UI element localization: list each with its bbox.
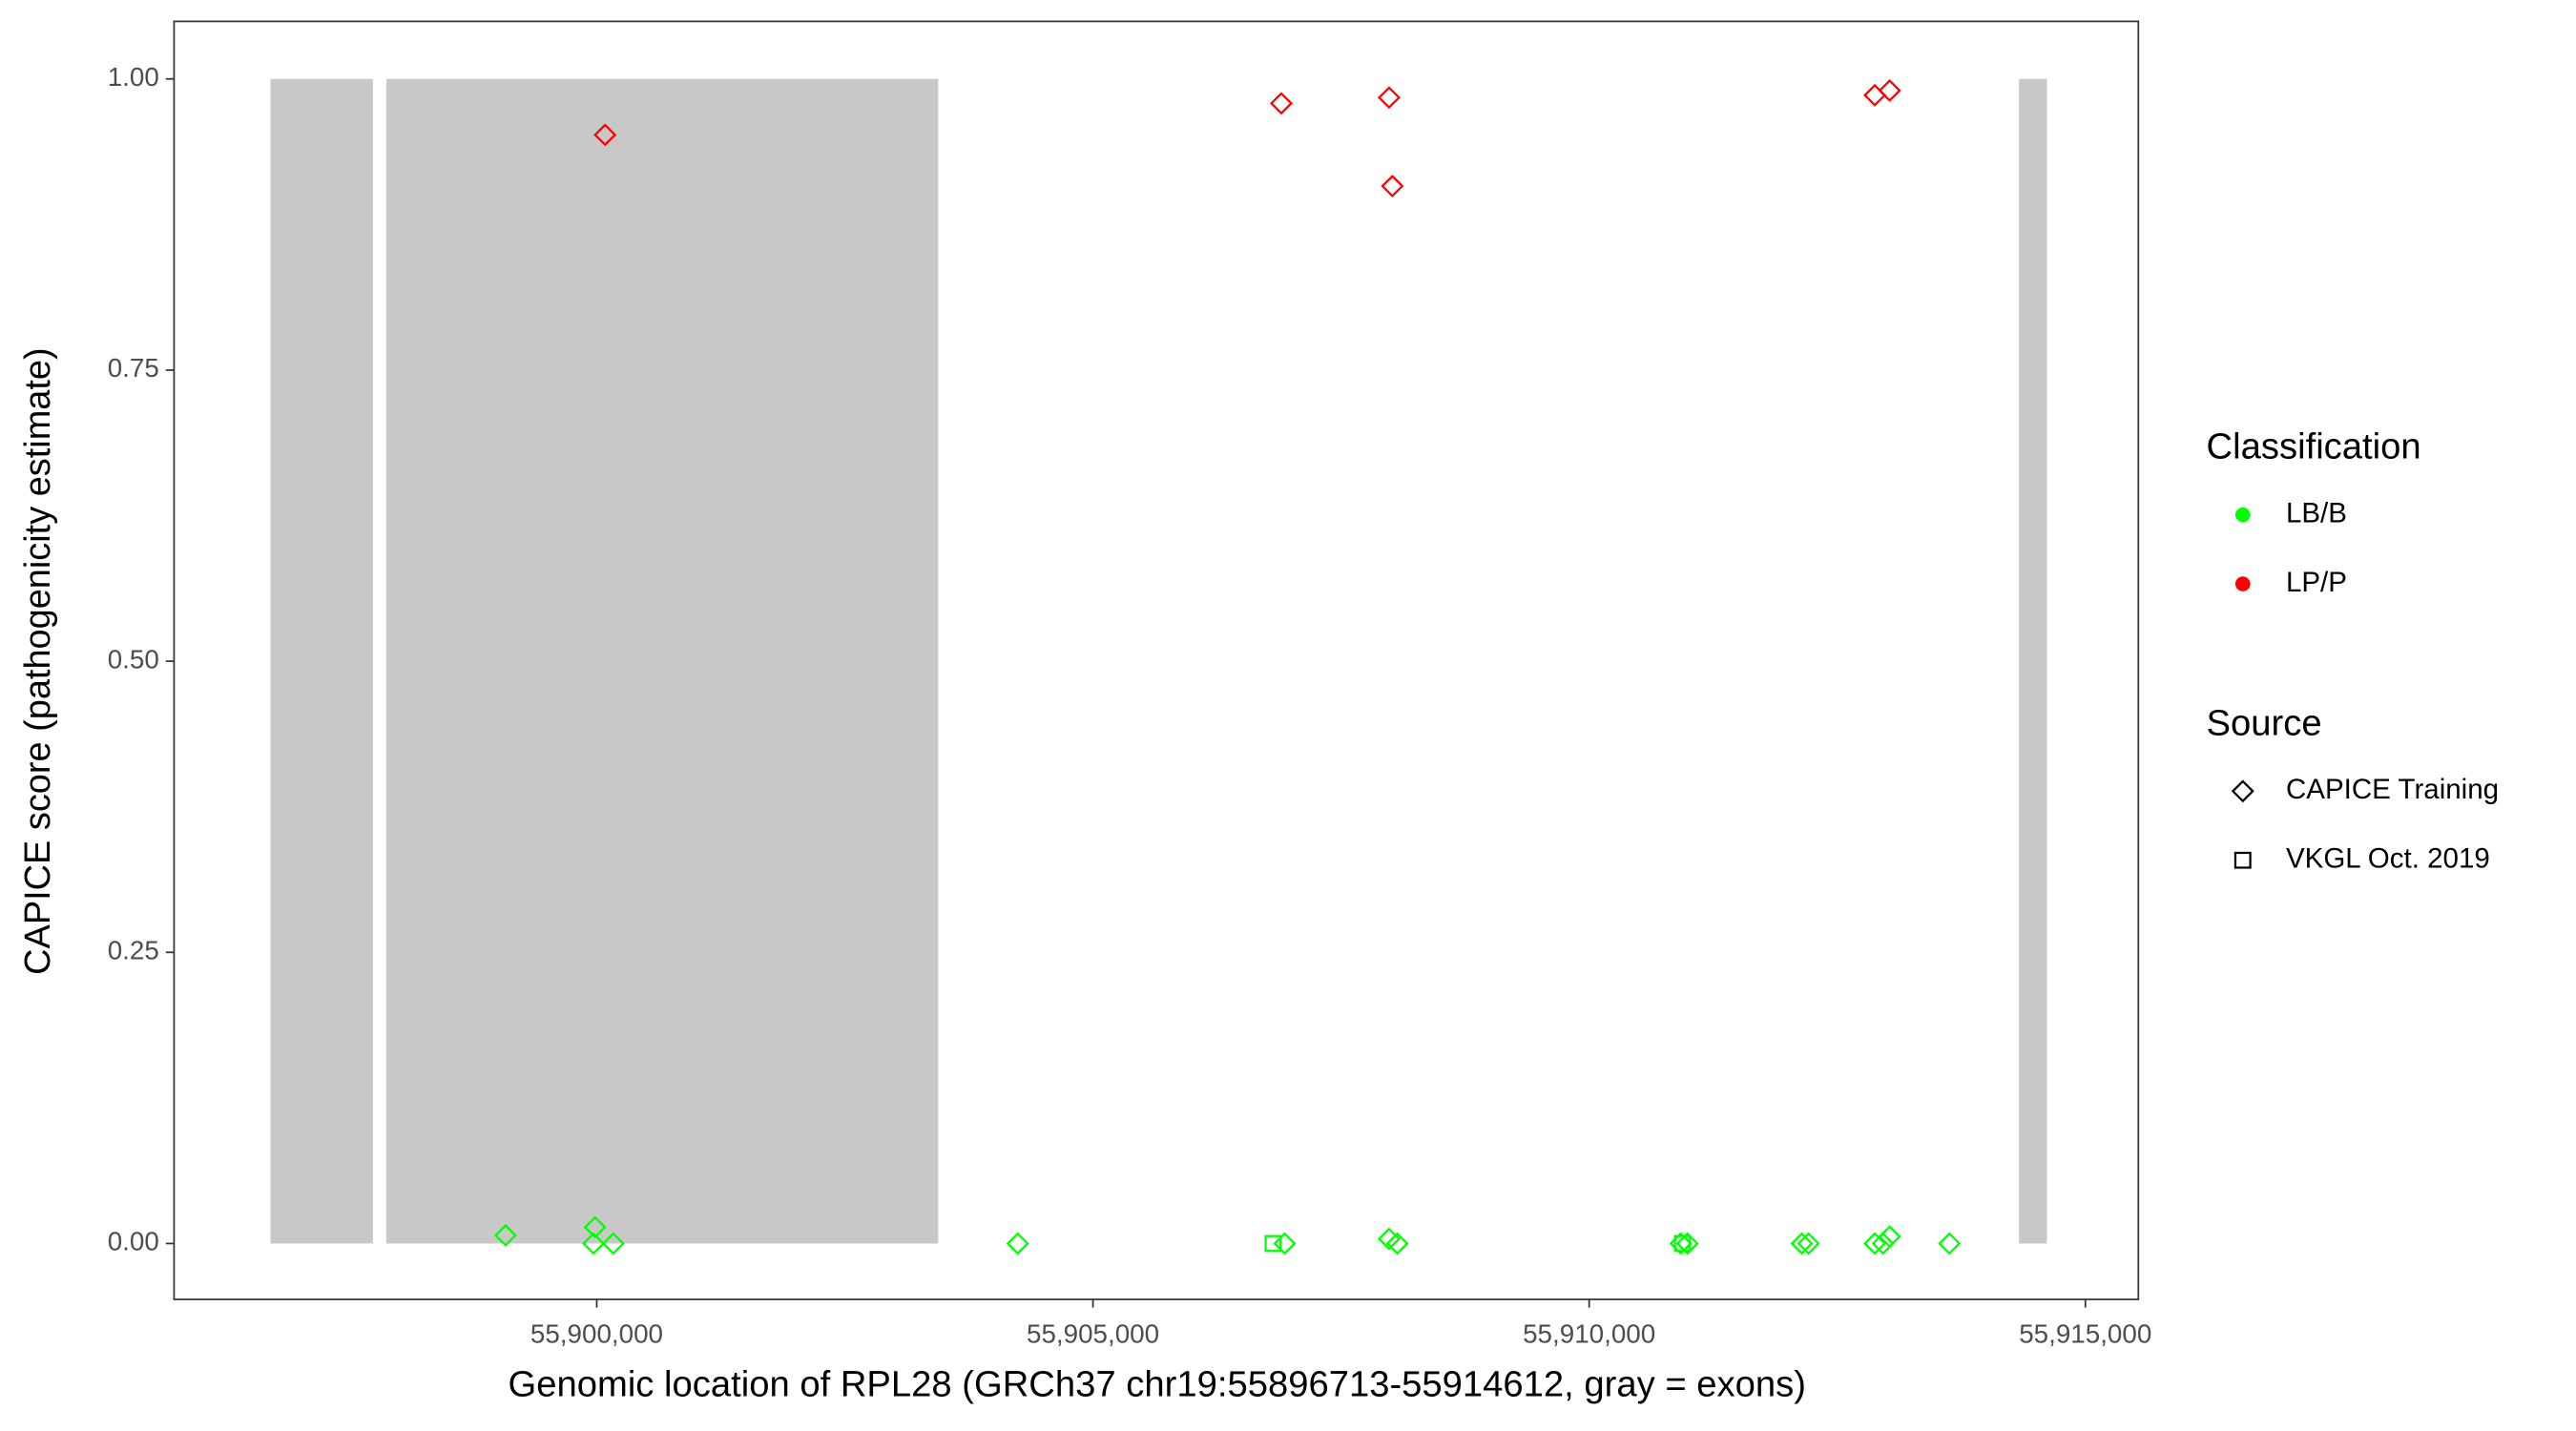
- legend-key: [2234, 507, 2251, 523]
- point: [583, 1215, 607, 1239]
- point: [1797, 1232, 1820, 1255]
- y-axis-title: CAPICE score (pathogenicity estimate): [18, 347, 58, 974]
- y-tick-label: 0.50: [108, 644, 159, 674]
- exon: [270, 78, 373, 1244]
- point: [1377, 86, 1401, 110]
- point: [1878, 78, 1901, 102]
- point: [1269, 92, 1294, 115]
- legend-title: Source: [2207, 703, 2322, 743]
- point: [493, 1223, 517, 1247]
- y-tick-label: 0.00: [108, 1227, 159, 1256]
- legend-key: [2234, 576, 2251, 591]
- legend-label: LB/B: [2286, 497, 2347, 529]
- point: [1006, 1232, 1029, 1255]
- point: [1878, 1225, 1901, 1249]
- point: [1863, 1232, 1887, 1255]
- plot-border: [173, 20, 2140, 1300]
- exon: [2019, 78, 2047, 1244]
- point: [1790, 1232, 1814, 1255]
- x-tick-label: 55,910,000: [1523, 1318, 1655, 1348]
- x-tick-label: 55,915,000: [2019, 1318, 2151, 1348]
- point: [1871, 1232, 1895, 1255]
- legend-label: VKGL Oct. 2019: [2286, 843, 2490, 875]
- legend-label: LP/P: [2286, 567, 2347, 598]
- point: [1673, 1234, 1692, 1253]
- point: [601, 1232, 625, 1255]
- point: [593, 123, 617, 147]
- exon: [385, 78, 939, 1244]
- point: [1938, 1232, 1962, 1255]
- point: [1675, 1232, 1699, 1255]
- x-tick-label: 55,900,000: [530, 1318, 663, 1348]
- point: [1273, 1232, 1297, 1255]
- point: [1385, 1232, 1409, 1255]
- x-axis-title: Genomic location of RPL28 (GRCh37 chr19:…: [509, 1365, 1806, 1405]
- point: [1381, 175, 1404, 197]
- y-tick-label: 0.75: [108, 353, 159, 383]
- point: [1264, 1234, 1282, 1253]
- legend-key: [2231, 779, 2254, 803]
- y-tick-label: 1.00: [108, 62, 159, 92]
- y-tick-label: 0.25: [108, 936, 159, 965]
- legend-key: [2233, 851, 2252, 869]
- legend-label: CAPICE Training: [2286, 774, 2499, 805]
- legend-title: Classification: [2207, 427, 2421, 467]
- point: [582, 1232, 606, 1255]
- x-tick-label: 55,905,000: [1027, 1318, 1159, 1348]
